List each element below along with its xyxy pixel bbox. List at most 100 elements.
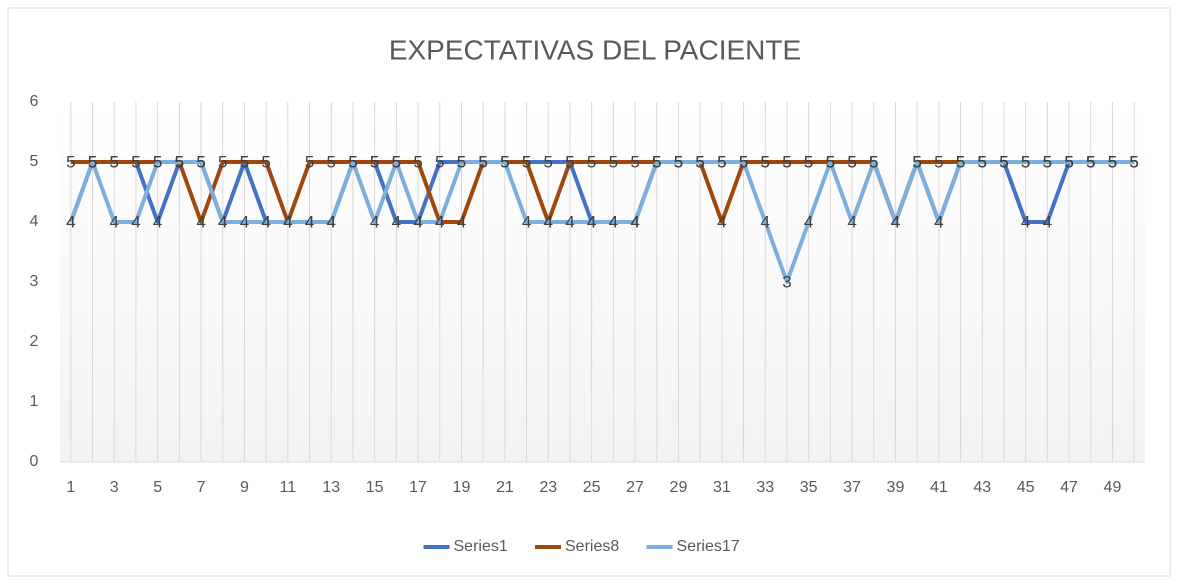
data-label: 4 (283, 212, 292, 231)
data-label: 5 (717, 152, 726, 171)
series-line (70, 160, 1135, 224)
data-label: 5 (1086, 152, 1095, 171)
data-label: 5 (1064, 152, 1073, 171)
data-label: 5 (478, 152, 487, 171)
data-label: 5 (587, 152, 596, 171)
x-tick-label: 47 (1060, 479, 1078, 496)
data-label: 5 (370, 152, 379, 171)
data-label: 5 (131, 152, 140, 171)
data-label: 5 (847, 152, 856, 171)
data-label: 4 (761, 212, 770, 231)
data-label: 5 (196, 152, 205, 171)
data-label: 4 (327, 212, 336, 231)
data-label: 5 (934, 152, 943, 171)
data-label: 4 (891, 212, 900, 231)
data-label: 5 (1021, 152, 1030, 171)
x-tick-label: 23 (539, 479, 557, 496)
data-label: 4 (1043, 212, 1052, 231)
data-label: 5 (804, 152, 813, 171)
data-label: 5 (1086, 152, 1095, 171)
data-label: 4 (587, 212, 596, 231)
data-label: 4 (153, 212, 162, 231)
data-label: 5 (196, 152, 205, 171)
data-label: 4 (305, 212, 314, 231)
x-tick-label: 29 (670, 479, 688, 496)
data-label: 5 (478, 152, 487, 171)
data-label: 4 (435, 212, 444, 231)
data-label: 5 (674, 152, 683, 171)
data-label: 4 (934, 212, 943, 231)
data-label: 5 (392, 152, 401, 171)
data-label: 5 (348, 152, 357, 171)
series-line (68, 160, 1135, 284)
data-label: 5 (153, 152, 162, 171)
data-label: 5 (674, 152, 683, 171)
data-label: 5 (88, 152, 97, 171)
data-label: 5 (674, 152, 683, 171)
y-tick-label: 4 (30, 213, 39, 230)
x-tick-label: 27 (626, 479, 644, 496)
legend-label: Series17 (677, 538, 740, 555)
data-label: 4 (66, 212, 75, 231)
data-label: 5 (500, 152, 509, 171)
data-label: 5 (652, 152, 661, 171)
data-label: 4 (435, 212, 444, 231)
data-label: 4 (218, 212, 227, 231)
y-tick-label: 3 (30, 273, 39, 290)
legend-label: Series1 (454, 538, 508, 555)
data-label: 4 (413, 212, 422, 231)
data-label: 5 (782, 152, 791, 171)
data-label: 5 (392, 152, 401, 171)
x-tick-label: 35 (800, 479, 818, 496)
data-label: 4 (630, 212, 639, 231)
data-label: 5 (153, 152, 162, 171)
data-label: 5 (348, 152, 357, 171)
data-label: 4 (261, 212, 270, 231)
data-label: 5 (652, 152, 661, 171)
y-tick-label: 1 (30, 393, 39, 410)
data-label: 5 (522, 152, 531, 171)
data-label: 4 (544, 212, 553, 231)
data-label: 4 (609, 212, 618, 231)
data-label: 5 (1064, 152, 1073, 171)
data-label: 4 (934, 212, 943, 231)
x-tick-label: 49 (1104, 479, 1122, 496)
data-label: 4 (110, 212, 119, 231)
data-label: 5 (522, 152, 531, 171)
data-label: 5 (826, 152, 835, 171)
data-label: 4 (218, 212, 227, 231)
data-label: 4 (609, 212, 618, 231)
data-label: 5 (956, 152, 965, 171)
data-label: 5 (348, 152, 357, 171)
data-label: 5 (695, 152, 704, 171)
data-label: 5 (739, 152, 748, 171)
x-tick-label: 3 (110, 479, 119, 496)
data-label: 5 (261, 152, 270, 171)
data-label: 5 (630, 152, 639, 171)
data-label: 5 (695, 152, 704, 171)
data-label: 5 (739, 152, 748, 171)
x-tick-label: 7 (197, 479, 206, 496)
data-label: 5 (912, 152, 921, 171)
data-label: 5 (761, 152, 770, 171)
data-label: 4 (261, 212, 270, 231)
data-label: 5 (500, 152, 509, 171)
data-label: 5 (240, 152, 249, 171)
data-label: 5 (761, 152, 770, 171)
data-label: 4 (804, 212, 813, 231)
x-tick-label: 1 (66, 479, 75, 496)
data-label: 5 (869, 152, 878, 171)
x-tick-label: 39 (887, 479, 905, 496)
data-label: 4 (240, 212, 249, 231)
data-label: 4 (305, 212, 314, 231)
x-tick-label: 5 (153, 479, 162, 496)
data-label: 5 (1043, 152, 1052, 171)
data-label: 5 (782, 152, 791, 171)
data-label: 5 (869, 152, 878, 171)
data-label: 5 (978, 152, 987, 171)
data-label: 5 (370, 152, 379, 171)
data-label: 5 (435, 152, 444, 171)
data-label: 4 (413, 212, 422, 231)
data-label: 5 (1064, 152, 1073, 171)
